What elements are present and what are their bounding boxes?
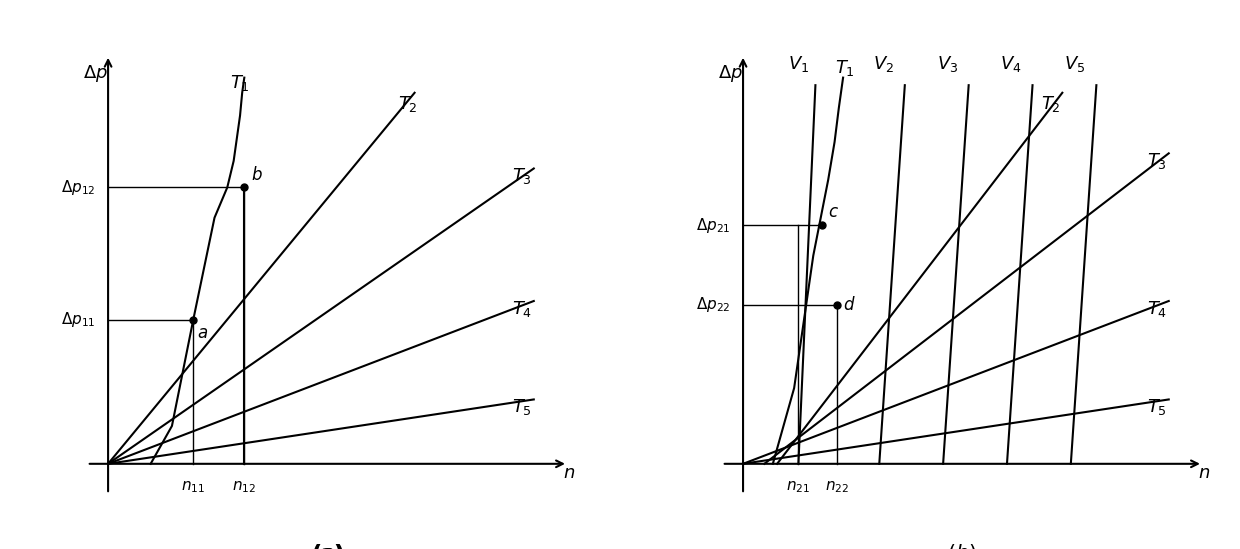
- Text: $(a)$: $(a)$: [312, 542, 342, 549]
- Text: $T_5$: $T_5$: [1147, 397, 1167, 417]
- Text: $d$: $d$: [843, 296, 856, 314]
- Text: $n_{11}$: $n_{11}$: [181, 479, 206, 495]
- Text: $\Delta p$: $\Delta p$: [83, 63, 108, 84]
- Text: $T_4$: $T_4$: [1147, 299, 1168, 318]
- Text: $\Delta p_{22}$: $\Delta p_{22}$: [696, 295, 730, 314]
- Text: $\Delta p_{21}$: $\Delta p_{21}$: [696, 216, 730, 235]
- Text: $n$: $n$: [563, 464, 575, 482]
- Text: $b$: $b$: [250, 166, 263, 183]
- Text: $V_2$: $V_2$: [873, 54, 894, 74]
- Text: $V_4$: $V_4$: [1001, 54, 1022, 74]
- Text: $T_1$: $T_1$: [231, 73, 250, 93]
- Text: $\bf{(a)}$: $\bf{(a)}$: [311, 542, 343, 549]
- Text: $V_5$: $V_5$: [1064, 54, 1086, 74]
- Text: $T_4$: $T_4$: [512, 299, 533, 318]
- Text: $c$: $c$: [828, 204, 839, 221]
- Text: $n_{21}$: $n_{21}$: [786, 479, 811, 495]
- Text: $\Delta p$: $\Delta p$: [718, 63, 743, 84]
- Text: $T_2$: $T_2$: [398, 94, 418, 114]
- Text: $n$: $n$: [1198, 464, 1210, 482]
- Text: $V_3$: $V_3$: [936, 54, 959, 74]
- Text: $T_3$: $T_3$: [1147, 151, 1167, 171]
- Text: $T_3$: $T_3$: [512, 166, 532, 186]
- Text: $T_1$: $T_1$: [835, 58, 854, 77]
- Text: $\Delta p_{11}$: $\Delta p_{11}$: [61, 310, 95, 329]
- Text: $n_{12}$: $n_{12}$: [232, 479, 257, 495]
- Text: $(b)$: $(b)$: [947, 542, 977, 549]
- Text: $\Delta p_{12}$: $\Delta p_{12}$: [61, 178, 95, 197]
- Text: $a$: $a$: [197, 324, 208, 341]
- Text: $T_5$: $T_5$: [512, 397, 532, 417]
- Text: $T_2$: $T_2$: [1042, 94, 1060, 114]
- Text: $n_{22}$: $n_{22}$: [825, 479, 848, 495]
- Text: $V_1$: $V_1$: [787, 54, 808, 74]
